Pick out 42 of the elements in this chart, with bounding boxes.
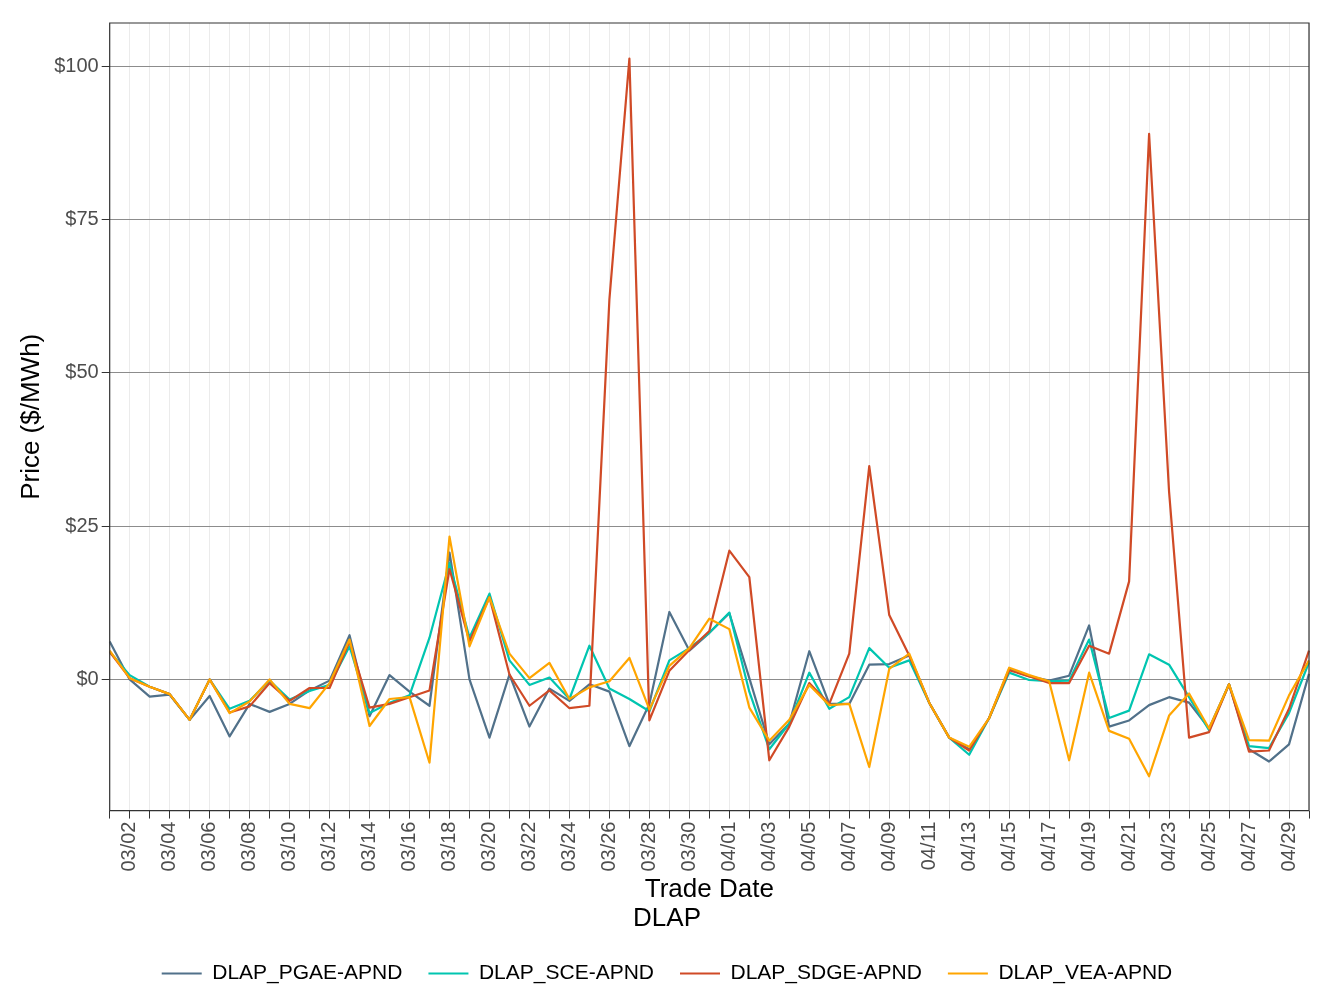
x-axis-title: Trade Date <box>644 873 774 904</box>
x-tick-label: 04/05 <box>796 821 819 872</box>
x-tick-label: 04/11 <box>916 821 939 871</box>
x-tick-label: 03/14 <box>357 821 380 872</box>
x-tick-label: 03/20 <box>476 821 499 872</box>
x-tick-label: 04/01 <box>716 821 739 872</box>
x-tick-label: 03/28 <box>636 821 659 872</box>
y-tick-label: $100 <box>54 54 99 77</box>
legend-label: DLAP_PGAE-APND <box>212 960 403 985</box>
legend-label: DLAP_VEA-APND <box>998 960 1173 985</box>
x-tick-label: 03/10 <box>277 821 300 872</box>
x-tick-label: 03/16 <box>397 821 420 872</box>
x-tick-label: 03/26 <box>596 821 619 872</box>
x-tick-label: 04/27 <box>1236 821 1259 872</box>
x-tick-label: 04/29 <box>1276 821 1299 872</box>
x-tick-label: 04/23 <box>1156 821 1179 872</box>
x-tick-label: 04/15 <box>996 821 1019 872</box>
x-tick-label: 03/24 <box>556 821 579 872</box>
x-tick-label: 04/21 <box>1116 821 1139 872</box>
y-tick-label: $75 <box>65 207 99 230</box>
x-tick-label: 03/04 <box>157 821 180 872</box>
x-tick-label: 04/03 <box>756 821 779 872</box>
x-tick-label: 04/17 <box>1036 821 1059 872</box>
y-axis-title: Price ($/MWh) <box>14 333 45 500</box>
y-tick-label: $25 <box>65 513 99 536</box>
x-tick-label: 04/07 <box>836 821 859 872</box>
x-tick-label: 04/13 <box>956 821 979 872</box>
x-tick-label: 03/30 <box>676 821 699 872</box>
y-tick-label: $50 <box>65 360 99 383</box>
x-tick-label: 03/02 <box>117 821 140 872</box>
x-tick-label: 03/08 <box>237 821 260 872</box>
y-tick-label: $0 <box>76 666 99 689</box>
x-tick-label: 04/25 <box>1196 821 1219 872</box>
x-tick-label: 03/12 <box>317 821 340 872</box>
x-tick-label: 04/19 <box>1076 821 1099 872</box>
x-tick-label: 04/09 <box>876 821 899 872</box>
legend-label: DLAP_SCE-APND <box>478 960 655 985</box>
legend-title: DLAP <box>633 901 701 932</box>
legend-label: DLAP_SDGE-APND <box>730 960 922 985</box>
x-tick-label: 03/18 <box>437 821 460 872</box>
x-tick-label: 03/06 <box>197 821 220 872</box>
x-tick-label: 03/22 <box>516 821 539 872</box>
